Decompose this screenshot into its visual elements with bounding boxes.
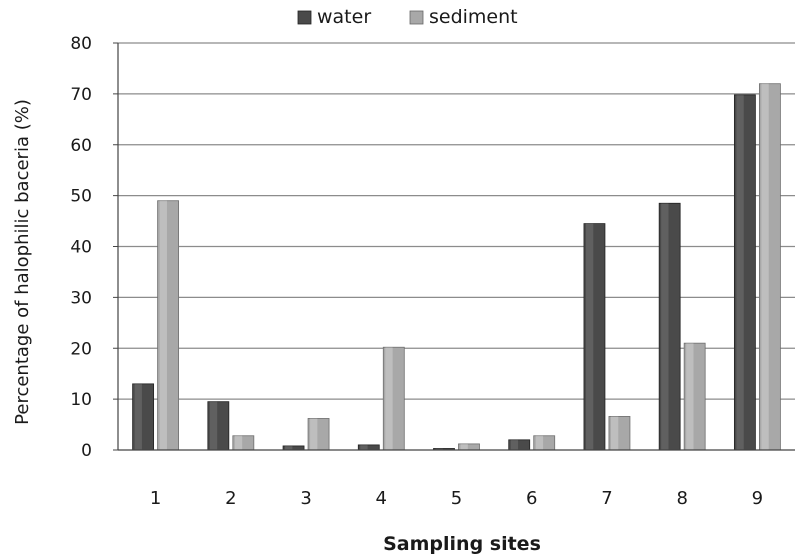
y-tick-label: 10 (70, 390, 92, 410)
bar-sediment-site-5 (458, 443, 480, 451)
y-tick-label: 70 (70, 85, 92, 105)
y-tick-label: 0 (81, 441, 92, 461)
y-tick-label: 40 (70, 238, 92, 258)
bar-highlight (661, 203, 669, 450)
legend-swatch-sediment (409, 10, 424, 25)
bar-highlight (310, 418, 318, 450)
bar-highlight (234, 435, 243, 450)
y-tick-label: 20 (70, 339, 92, 359)
bar-highlight (585, 223, 594, 450)
axes: 0 10 20 30 40 50 60 70 80 1 2 3 4 5 6 7 8 9 (70, 34, 795, 509)
y-tick-label: 50 (70, 187, 92, 207)
x-tick-label: 2 (225, 488, 236, 509)
x-tick-label: 1 (150, 488, 161, 509)
legend-label-sediment: sediment (429, 6, 518, 28)
bars (132, 83, 781, 451)
x-axis-title: Sampling sites (383, 533, 541, 555)
bar-highlight (610, 416, 619, 450)
bar-highlight (435, 448, 443, 450)
bar-water-site-6 (508, 439, 531, 451)
bar-water-site-8 (658, 202, 681, 451)
x-tick-label: 3 (300, 488, 311, 509)
bar-water-site-3 (282, 445, 305, 451)
bar-sediment-site-8 (683, 342, 706, 451)
bar-highlight (285, 445, 293, 450)
bar-water-site-2 (207, 401, 230, 451)
bar-highlight (761, 83, 769, 450)
x-tick-label: 8 (676, 488, 687, 509)
y-tick-label: 80 (70, 34, 92, 54)
bar-highlight (736, 94, 744, 450)
y-axis-title: Percentage of halophilic baceria (%) (12, 99, 33, 425)
bar-highlight (134, 383, 142, 450)
bar-highlight (209, 401, 218, 450)
bar-sediment-site-9 (758, 83, 781, 451)
gridlines (118, 42, 795, 400)
y-tick-label: 60 (70, 136, 92, 156)
bar-highlight (686, 343, 694, 450)
bar-sediment-site-3 (307, 418, 330, 451)
bar-highlight (510, 439, 519, 450)
bar-sediment-site-6 (533, 435, 556, 451)
legend-swatch-water (297, 10, 312, 25)
x-tick-label: 6 (526, 488, 537, 509)
bar-highlight (159, 200, 167, 450)
bar-highlight (460, 443, 468, 450)
legend: water sediment (297, 6, 518, 28)
bar-water-site-7 (583, 223, 606, 451)
legend-label-water: water (317, 6, 371, 28)
bar-water-site-9 (733, 94, 756, 451)
x-tick-label: 4 (376, 488, 387, 509)
bar-water-site-4 (357, 444, 380, 451)
bar-highlight (535, 435, 544, 450)
bar-sediment-site-2 (232, 435, 255, 451)
x-tick-label: 5 (451, 488, 462, 509)
bar-water-site-1 (132, 383, 155, 451)
x-tick-label: 9 (752, 488, 763, 509)
bar-sediment-site-4 (382, 346, 405, 451)
bar-sediment-site-7 (608, 416, 631, 451)
bar-highlight (360, 444, 368, 450)
x-tick-label: 7 (601, 488, 612, 509)
y-tick-label: 30 (70, 288, 92, 308)
bar-highlight (385, 347, 393, 450)
bar-sediment-site-1 (157, 200, 180, 451)
